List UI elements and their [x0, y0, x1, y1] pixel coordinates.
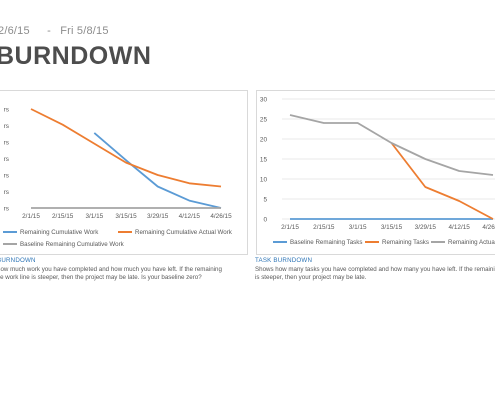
task-burndown-x-tick-label: 3/15/15 — [381, 224, 403, 231]
task-burndown-x-tick-label: 4/26/15 — [482, 224, 495, 231]
task-burndown-chart-svg: 0 5 10 15 20 25 30 2/1/15 2/15/15 3/1/15 3/15/15 3/… — [260, 97, 495, 246]
burndown-y-tick-label: rs — [4, 107, 9, 114]
burndown-series-remaining-cumulative-work — [93, 132, 222, 209]
burndown-series-remaining-cumulative-actual-work — [30, 108, 222, 188]
task-burndown-x-tick-label: 2/15/15 — [313, 224, 335, 231]
task-burndown-y-tick-label: 0 — [263, 217, 267, 224]
burndown-heading: BURNDOWN — [0, 257, 36, 264]
task-burndown-legend-label: Remaining Actual Tasks — [448, 239, 495, 246]
burndown-text-line-2: ve work line is steeper, then the projec… — [0, 274, 202, 282]
burndown-chart-svg: rs rs rs rs rs rs rs 2/1/15 2/15/15 3/1/15 3/15/15… — [3, 107, 233, 248]
end-date: Fri 5/8/15 — [60, 25, 109, 37]
task-burndown-y-tick-label: 30 — [260, 97, 268, 104]
task-burndown-y-tick-label: 15 — [260, 157, 268, 164]
task-burndown-x-tick-label: 4/12/15 — [449, 224, 471, 231]
task-burndown-x-tick-label: 2/1/15 — [281, 224, 299, 231]
task-burndown-y-tick-label: 10 — [260, 177, 268, 184]
burndown-legend-label: Remaining Cumulative Actual Work — [135, 229, 233, 236]
burndown-text-line-1: how much work you have completed and how… — [0, 265, 222, 273]
task-burndown-description: TASK BURNDOWN Shows how many tasks you h… — [255, 257, 495, 283]
task-burndown-x-tick-label: 3/29/15 — [415, 224, 437, 231]
task-burndown-y-tick-label: 25 — [260, 117, 268, 124]
task-burndown-legend-label: Baseline Remaining Tasks — [290, 239, 362, 246]
task-burndown-legend-label: Remaining Tasks — [382, 239, 429, 246]
burndown-legend-label: Baseline Remaining Cumulative Work — [20, 241, 125, 248]
burndown-x-tick-label: 2/1/15 — [22, 213, 40, 220]
burndown-chart[interactable]: rs rs rs rs rs rs rs 2/1/15 2/15/15 3/1/15 3/15/15… — [0, 90, 248, 255]
task-burndown-text-line-2: is steeper, then your project may be lat… — [255, 274, 367, 282]
task-burndown-chart[interactable]: 0 5 10 15 20 25 30 2/1/15 2/15/15 3/1/15 3/15/15 3/… — [256, 90, 495, 255]
burndown-x-tick-label: 4/12/15 — [179, 213, 201, 220]
burndown-y-tick-label: rs — [4, 206, 9, 213]
report-title: BURNDOWN — [0, 42, 152, 70]
task-burndown-y-tick-label: 20 — [260, 137, 268, 144]
task-burndown-heading: TASK BURNDOWN — [255, 257, 313, 264]
burndown-y-tick-label: rs — [4, 123, 9, 130]
task-burndown-series-remaining-tasks — [390, 142, 494, 220]
burndown-description: BURNDOWN how much work you have complete… — [0, 257, 237, 283]
burndown-y-tick-label: rs — [4, 189, 9, 196]
task-burndown-x-tick-label: 3/1/15 — [349, 224, 367, 231]
burndown-x-tick-label: 4/26/15 — [210, 213, 232, 220]
burndown-x-tick-label: 2/15/15 — [52, 213, 74, 220]
task-burndown-y-tick-label: 5 — [263, 197, 267, 204]
date-range: 2/6/15 - Fri 5/8/15 — [0, 25, 109, 37]
task-burndown-text-line-1: Shows how many tasks you have completed … — [255, 265, 495, 273]
burndown-x-tick-label: 3/15/15 — [115, 213, 137, 220]
burndown-y-tick-label: rs — [4, 156, 9, 163]
burndown-legend-label: Remaining Cumulative Work — [20, 229, 99, 236]
burndown-y-tick-label: rs — [4, 140, 9, 147]
burndown-x-tick-label: 3/1/15 — [85, 213, 103, 220]
burndown-x-tick-label: 3/29/15 — [147, 213, 169, 220]
date-separator: - — [47, 25, 51, 37]
start-date: 2/6/15 — [0, 25, 30, 37]
burndown-y-tick-label: rs — [4, 173, 9, 180]
task-burndown-series-remaining-actual-tasks — [289, 114, 494, 176]
